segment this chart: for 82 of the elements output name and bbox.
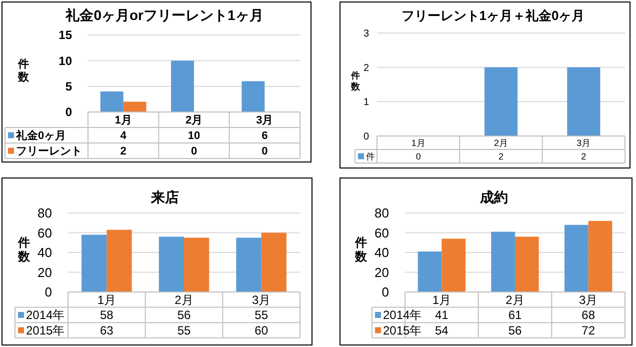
bar <box>261 232 286 292</box>
y-tick-label: 0 <box>363 132 370 142</box>
x-tick-label: 1月 <box>97 292 116 307</box>
x-tick-label: 3月 <box>256 114 274 127</box>
data-label: 0 <box>262 146 268 158</box>
y-tick-label: 80 <box>38 206 52 221</box>
bar <box>515 236 539 292</box>
x-tick-label: 2月 <box>506 292 524 307</box>
bar <box>106 230 132 292</box>
x-tick-label: 3月 <box>252 292 271 307</box>
y-tick-label: 20 <box>374 264 389 280</box>
data-label: 6 <box>262 130 268 142</box>
y-axis-title: 件数 <box>354 236 368 264</box>
data-label: 0 <box>416 151 421 162</box>
y-tick-label: 60 <box>38 225 52 240</box>
bar <box>171 60 194 112</box>
y-tick-label: 60 <box>374 225 389 240</box>
data-label: 56 <box>177 308 191 322</box>
x-tick-label: 3月 <box>578 292 598 307</box>
bar <box>82 234 107 292</box>
data-label: 55 <box>177 323 191 338</box>
chart-title: 来店 <box>150 189 179 205</box>
bar <box>442 238 466 292</box>
legend-label: 2014年 <box>383 308 422 322</box>
x-tick-label: 3月 <box>576 138 591 148</box>
data-label: 61 <box>508 308 522 322</box>
data-label: 2 <box>120 146 126 158</box>
bar <box>418 252 442 292</box>
bar <box>158 236 184 292</box>
bar <box>236 238 262 292</box>
x-tick-label: 2月 <box>494 138 508 148</box>
bar <box>100 91 124 112</box>
data-label: 10 <box>188 130 200 142</box>
x-tick-label: 1月 <box>432 292 452 307</box>
data-label: 58 <box>100 308 114 322</box>
y-axis-title: 件数 <box>17 236 31 264</box>
data-label: 55 <box>254 308 268 322</box>
bar <box>564 224 588 292</box>
y-tick-label: 0 <box>382 284 389 300</box>
y-tick-label: 3 <box>363 28 370 40</box>
data-label: 54 <box>434 323 449 338</box>
y-tick-label: 20 <box>38 264 52 280</box>
x-tick-label: 1月 <box>114 114 132 127</box>
y-axis-title: 件数 <box>350 70 361 92</box>
chart-title: 成約 <box>479 189 508 205</box>
x-tick-label: 1月 <box>411 138 426 148</box>
y-tick-label: 80 <box>374 206 389 221</box>
bar <box>123 102 146 112</box>
data-label: 2 <box>581 151 586 162</box>
legend-label: 2015年 <box>383 323 422 338</box>
y-tick-label: 15 <box>58 28 72 42</box>
data-label: 68 <box>582 308 596 322</box>
y-tick-label: 40 <box>38 245 52 260</box>
legend-label: フリーレント <box>16 146 82 158</box>
legend-label: 2015年 <box>26 323 65 338</box>
chart-title: フリーレント1ヶ月＋礼金0ヶ月 <box>401 8 585 23</box>
data-label: 63 <box>100 323 114 338</box>
legend-label: 2014年 <box>26 308 65 322</box>
legend-label: 礼金0ヶ月 <box>15 129 66 142</box>
x-tick-label: 2月 <box>174 292 194 307</box>
bar <box>242 81 265 112</box>
y-tick-label: 0 <box>65 105 72 120</box>
bar <box>491 232 515 292</box>
data-label: 4 <box>120 130 128 142</box>
data-label: 56 <box>508 323 522 338</box>
data-label: 0 <box>190 146 198 158</box>
bar <box>588 220 612 292</box>
data-label: 60 <box>254 323 268 338</box>
data-label: 72 <box>582 323 596 338</box>
data-label: 2 <box>498 151 504 162</box>
y-axis-title: 件数 <box>17 58 30 84</box>
y-tick-label: 1 <box>363 97 370 108</box>
legend-label: 件 <box>366 151 375 162</box>
bar <box>184 238 210 292</box>
y-tick-label: 10 <box>58 54 72 68</box>
y-tick-label: 5 <box>65 80 72 94</box>
y-tick-label: 40 <box>374 245 389 260</box>
data-label: 41 <box>434 308 449 322</box>
x-tick-label: 2月 <box>185 114 203 127</box>
chart-title: 礼金0ヶ月orフリーレント1ヶ月 <box>64 7 264 23</box>
y-tick-label: 2 <box>363 62 370 74</box>
y-tick-label: 0 <box>44 284 52 300</box>
